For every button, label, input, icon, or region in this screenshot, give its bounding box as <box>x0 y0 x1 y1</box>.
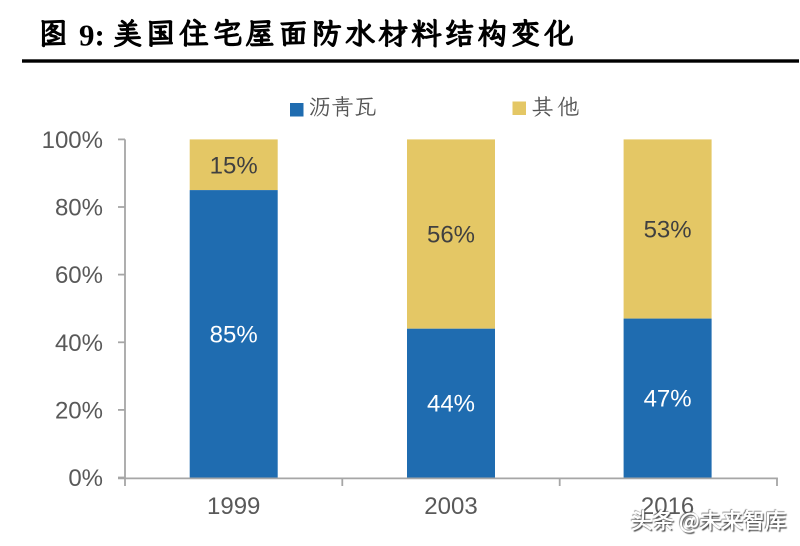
svg-text:9:: 9: <box>79 17 105 52</box>
svg-text:44%: 44% <box>427 391 475 418</box>
svg-text:60%: 60% <box>55 262 103 289</box>
svg-text:15%: 15% <box>210 152 258 179</box>
svg-text:85%: 85% <box>210 321 258 348</box>
svg-text:2016: 2016 <box>641 493 694 520</box>
svg-text:47%: 47% <box>644 386 692 413</box>
svg-text:2003: 2003 <box>424 493 477 520</box>
svg-text:0%: 0% <box>68 465 103 492</box>
svg-text:53%: 53% <box>644 217 692 244</box>
svg-text:100%: 100% <box>42 127 103 154</box>
svg-text:1999: 1999 <box>207 493 260 520</box>
svg-text:40%: 40% <box>55 330 103 357</box>
svg-text:80%: 80% <box>55 195 103 222</box>
svg-text:56%: 56% <box>427 222 475 249</box>
svg-text:20%: 20% <box>55 398 103 425</box>
